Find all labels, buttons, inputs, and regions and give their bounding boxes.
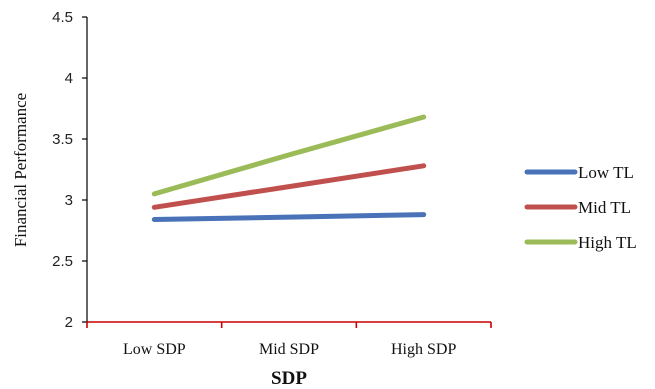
y-tick-label: 4.5: [52, 9, 73, 26]
y-tick-label: 3.5: [52, 131, 73, 148]
x-axis-title: SDP: [271, 368, 307, 389]
legend-label: Low TL: [578, 163, 634, 182]
y-tick-label: 3: [65, 192, 73, 209]
x-tick-label: Low SDP: [123, 341, 186, 358]
x-tick-label: Mid SDP: [259, 341, 319, 358]
legend-label: High TL: [578, 233, 637, 252]
y-tick-label: 2.5: [52, 253, 73, 270]
y-axis-ticks: 2 2.5 3 3.5 4 4.5: [52, 9, 87, 331]
series-line-high-tl: [151, 114, 427, 197]
y-tick-label: 2: [65, 314, 73, 331]
chart-axes: [86, 17, 491, 323]
y-axis-title: Financial Performance: [11, 93, 30, 247]
series-lines: [151, 114, 427, 222]
y-tick-label: 4: [65, 70, 73, 87]
legend: Low TL Mid TL High TL: [524, 163, 637, 252]
x-tick-label: High SDP: [391, 341, 456, 358]
legend-label: Mid TL: [578, 198, 631, 217]
x-axis-ticks: Low SDP Mid SDP High SDP: [86, 322, 492, 358]
